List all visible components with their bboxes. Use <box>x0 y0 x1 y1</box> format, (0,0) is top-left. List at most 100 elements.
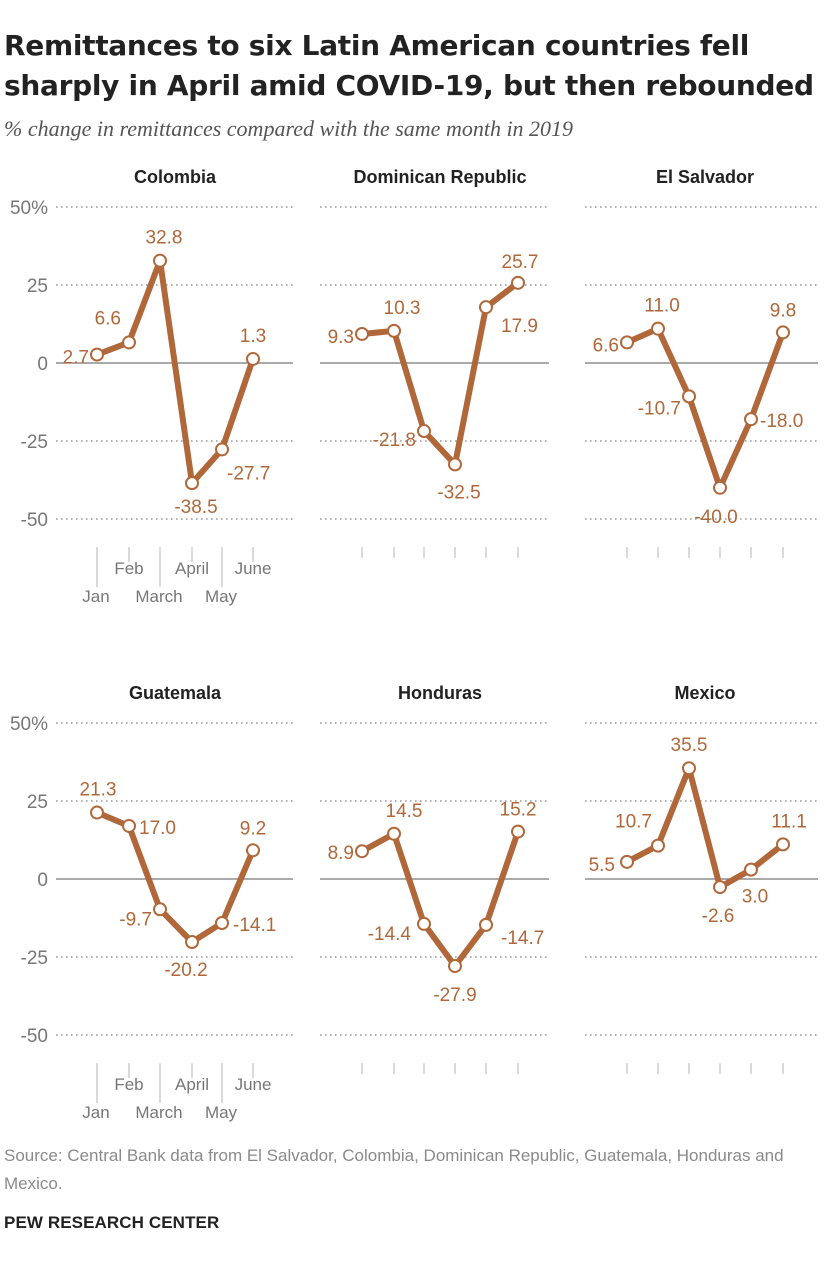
panel-title-colombia: Colombia <box>134 167 217 187</box>
panel-title-honduras: Honduras <box>398 683 482 703</box>
data-label-dominican-republic: -32.5 <box>437 482 480 503</box>
data-label-mexico: 10.7 <box>615 812 652 833</box>
data-point-dominican-republic <box>479 300 493 315</box>
data-point-guatemala <box>90 805 104 820</box>
x-tick-label-colombia: March <box>135 587 182 606</box>
data-label-colombia: 2.7 <box>63 348 89 369</box>
data-label-el-salvador: -10.7 <box>638 398 681 419</box>
data-point-honduras <box>479 917 493 932</box>
data-point-colombia <box>215 442 229 457</box>
data-label-colombia: 1.3 <box>240 326 266 347</box>
data-label-el-salvador: 6.6 <box>593 335 619 356</box>
y-tick-label-guatemala: -50 <box>21 1026 48 1047</box>
data-point-colombia <box>122 335 136 350</box>
data-label-guatemala: 9.2 <box>240 818 266 839</box>
panel-title-dominican-republic: Dominican Republic <box>353 167 526 187</box>
data-point-el-salvador <box>744 412 758 427</box>
data-point-dominican-republic <box>417 424 431 439</box>
data-label-honduras: 8.9 <box>328 843 354 864</box>
data-label-el-salvador: 11.0 <box>644 296 680 317</box>
source-note: Source: Central Bank data from El Salvad… <box>4 1146 784 1193</box>
data-point-guatemala <box>215 915 229 930</box>
data-label-colombia: 32.8 <box>146 228 183 249</box>
data-label-mexico: 3.0 <box>742 887 768 908</box>
data-label-guatemala: -14.1 <box>233 915 276 936</box>
data-label-dominican-republic: 10.3 <box>384 298 421 319</box>
data-label-mexico: -2.6 <box>702 906 735 927</box>
data-label-colombia: 6.6 <box>95 308 121 329</box>
data-point-mexico <box>713 880 727 895</box>
data-label-colombia: -38.5 <box>174 497 217 518</box>
panel-title-guatemala: Guatemala <box>129 683 222 703</box>
data-label-honduras: 15.2 <box>500 800 537 821</box>
data-label-mexico: 35.5 <box>671 735 708 756</box>
data-label-dominican-republic: 9.3 <box>328 327 354 348</box>
data-label-honduras: 14.5 <box>386 801 423 822</box>
data-label-guatemala: 21.3 <box>80 780 117 801</box>
data-label-guatemala: 17.0 <box>139 818 176 839</box>
y-tick-label-guatemala: -25 <box>21 948 48 969</box>
data-point-el-salvador <box>713 480 727 495</box>
series-line-colombia <box>94 257 256 487</box>
data-point-guatemala <box>246 843 260 858</box>
chart-title: Remittances to six Latin American countr… <box>4 29 814 102</box>
data-label-honduras: -27.9 <box>433 985 476 1006</box>
data-point-mexico <box>651 838 665 853</box>
y-tick-label-guatemala: 0 <box>37 870 48 891</box>
data-point-guatemala <box>153 902 167 917</box>
brand-logo-text: PEW RESEARCH CENTER <box>4 1213 220 1232</box>
data-point-dominican-republic <box>387 323 401 338</box>
data-point-el-salvador <box>651 321 665 336</box>
data-label-el-salvador: -18.0 <box>760 411 803 432</box>
data-point-el-salvador <box>620 335 634 350</box>
data-point-honduras <box>448 959 462 974</box>
data-label-guatemala: -20.2 <box>164 960 207 981</box>
data-point-colombia <box>185 476 199 491</box>
data-point-guatemala <box>185 935 199 950</box>
data-label-el-salvador: 9.8 <box>770 300 796 321</box>
y-tick-label-guatemala: 25 <box>27 792 48 813</box>
x-tick-label-colombia: Jan <box>82 587 109 606</box>
data-point-mexico <box>682 761 696 776</box>
data-point-dominican-republic <box>448 457 462 472</box>
data-label-honduras: -14.7 <box>501 928 544 949</box>
data-label-guatemala: -9.7 <box>119 909 152 930</box>
x-tick-label-colombia: May <box>205 587 238 606</box>
data-point-mexico <box>776 837 790 852</box>
data-label-dominican-republic: 17.9 <box>501 316 538 337</box>
data-point-honduras <box>511 824 525 839</box>
data-point-mexico <box>744 862 758 877</box>
panel-title-el-salvador: El Salvador <box>656 167 754 187</box>
data-label-el-salvador: -40.0 <box>694 507 737 528</box>
x-tick-label-guatemala: Jan <box>82 1103 109 1122</box>
panel-title-mexico: Mexico <box>674 683 735 703</box>
x-tick-label-guatemala: April <box>175 1075 209 1094</box>
y-tick-label-colombia: 25 <box>27 276 48 297</box>
x-tick-label-guatemala: June <box>235 1075 272 1094</box>
y-tick-label-colombia: 50% <box>10 198 48 219</box>
x-tick-label-guatemala: Feb <box>114 1075 143 1094</box>
series-line-honduras <box>359 828 521 969</box>
y-tick-label-guatemala: 50% <box>10 714 48 735</box>
x-tick-label-guatemala: March <box>135 1103 182 1122</box>
data-label-dominican-republic: 25.7 <box>502 252 539 273</box>
x-tick-label-colombia: April <box>175 559 209 578</box>
data-point-colombia <box>90 347 104 362</box>
y-tick-label-colombia: 0 <box>37 354 48 375</box>
x-tick-label-guatemala: May <box>205 1103 238 1122</box>
data-point-guatemala <box>122 818 136 833</box>
data-point-honduras <box>355 844 369 859</box>
data-point-el-salvador <box>682 389 696 404</box>
data-point-dominican-republic <box>355 326 369 341</box>
chart-subtitle: % change in remittances compared with th… <box>4 116 574 141</box>
x-tick-label-colombia: Feb <box>114 559 143 578</box>
y-tick-label-colombia: -25 <box>21 432 48 453</box>
data-point-el-salvador <box>776 325 790 340</box>
data-label-mexico: 5.5 <box>589 855 615 876</box>
data-label-dominican-republic: -21.8 <box>373 430 416 451</box>
data-point-mexico <box>620 854 634 869</box>
data-point-honduras <box>387 826 401 841</box>
data-point-honduras <box>417 916 431 931</box>
data-point-colombia <box>153 253 167 268</box>
